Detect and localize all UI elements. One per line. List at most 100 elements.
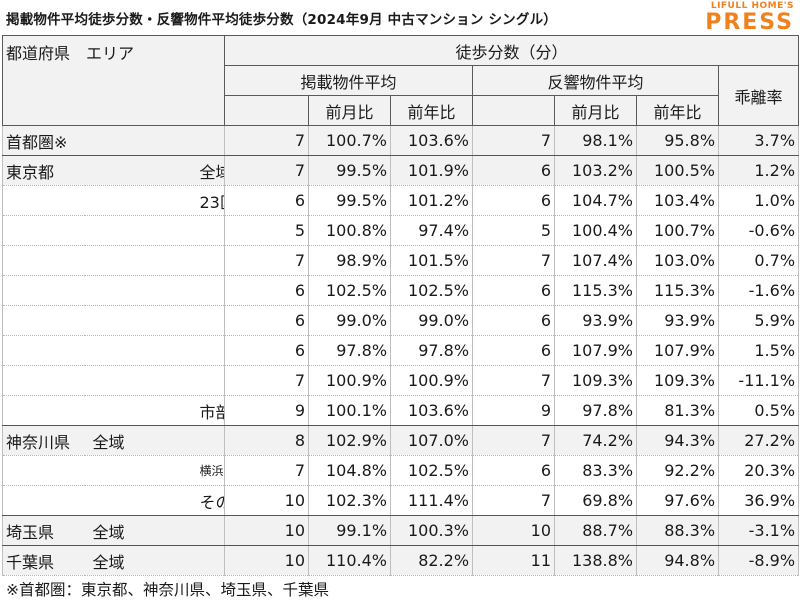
response-yoy-cell: 100.5% xyxy=(636,155,720,186)
response-yoy-cell: 103.4% xyxy=(636,185,720,216)
response-avg-cell: 7 xyxy=(472,425,556,456)
divergence-cell: -8.9% xyxy=(718,545,800,576)
area-cell: 横浜市・川崎市 xyxy=(84,455,226,486)
area-cell: 市部 xyxy=(84,395,226,426)
listed-avg-cell: 8 xyxy=(224,425,310,456)
response-avg-cell: 6 xyxy=(472,305,556,336)
listed-yoy-cell: 101.2% xyxy=(390,185,474,216)
area-cell: その他 xyxy=(84,485,226,516)
listed-mom-cell: 102.9% xyxy=(308,425,392,456)
table-row: 千葉県 全域 10 110.4% 82.2% 11 138.8% 94.8% -8.9% xyxy=(2,545,800,576)
listed-avg-cell: 9 xyxy=(224,395,310,426)
area-cell: 全域 xyxy=(84,425,226,456)
response-mom-cell: 98.1% xyxy=(554,125,638,156)
listed-average-header: 掲載物件平均 xyxy=(224,65,474,96)
divergence-cell: 1.2% xyxy=(718,155,800,186)
listed-avg-cell: 6 xyxy=(224,275,310,306)
response-yoy-cell: 115.3% xyxy=(636,275,720,306)
response-mom-cell: 107.9% xyxy=(554,335,638,366)
listed-yoy-cell: 103.6% xyxy=(390,395,474,426)
listed-mom-cell: 98.9% xyxy=(308,245,392,276)
response-yoy-cell: 103.0% xyxy=(636,245,720,276)
area-cell: 城東 xyxy=(84,275,226,306)
response-mom-cell: 109.3% xyxy=(554,365,638,396)
listed-yoy-cell: 97.8% xyxy=(390,335,474,366)
response-mom-cell: 97.8% xyxy=(554,395,638,426)
response-average-header: 反響物件平均 xyxy=(472,65,720,96)
table-row: 首都圏※ 7 100.7% 103.6% 7 98.1% 95.8% 3.7% xyxy=(2,125,800,156)
response-avg-cell: 10 xyxy=(472,515,556,546)
listed-yoy-cell: 101.5% xyxy=(390,245,474,276)
prefecture-cell xyxy=(2,185,85,216)
listed-mom-cell: 102.5% xyxy=(308,275,392,306)
divergence-cell: -0.6% xyxy=(718,215,800,246)
area-cell: 城北 xyxy=(84,365,226,396)
area-cell: 城南 xyxy=(84,335,226,366)
listed-yoy-cell: 82.2% xyxy=(390,545,474,576)
listed-avg-cell: 6 xyxy=(224,335,310,366)
response-avg-cell: 6 xyxy=(472,155,556,186)
prefecture-cell: 神奈川県 xyxy=(2,425,85,456)
response-avg-cell: 9 xyxy=(472,395,556,426)
response-yoy-cell: 100.7% xyxy=(636,215,720,246)
listed-mom-cell: 100.8% xyxy=(308,215,392,246)
listed-avg-cell: 7 xyxy=(224,455,310,486)
response-yoy-cell: 107.9% xyxy=(636,335,720,366)
response-mom-cell: 83.3% xyxy=(554,455,638,486)
table-body: 首都圏※7100.7%103.6%798.1%95.8%3.7%東京都全域799… xyxy=(2,125,800,576)
divergence-cell: 3.7% xyxy=(718,125,800,156)
listed-yoy-cell: 97.4% xyxy=(390,215,474,246)
listed-avg-cell: 7 xyxy=(224,365,310,396)
listed-avg-cell: 10 xyxy=(224,515,310,546)
listed-avg-cell: 10 xyxy=(224,545,310,576)
divergence-cell: 1.0% xyxy=(718,185,800,216)
divergence-cell: 36.9% xyxy=(718,485,800,516)
listed-yoy-cell: 102.5% xyxy=(390,275,474,306)
listed-mom-cell: 102.3% xyxy=(308,485,392,516)
listed-yoy-cell: 111.4% xyxy=(390,485,474,516)
listed-mom-cell: 100.9% xyxy=(308,365,392,396)
prefecture-cell: 埼玉県 xyxy=(2,515,85,546)
table-row: 埼玉県 全域 10 99.1% 100.3% 10 88.7% 88.3% -3.1% xyxy=(2,515,800,546)
response-yoy-cell: 88.3% xyxy=(636,515,720,546)
response-yoy-cell: 109.3% xyxy=(636,365,720,396)
response-mom-cell: 69.8% xyxy=(554,485,638,516)
response-mom-cell: 74.2% xyxy=(554,425,638,456)
region-header: 都道府県 エリア xyxy=(1,35,226,126)
response-avg-cell: 6 xyxy=(472,455,556,486)
response-yoy-cell: 92.2% xyxy=(636,455,720,486)
response-mom-cell: 107.4% xyxy=(554,245,638,276)
listed-avg-cell: 6 xyxy=(224,305,310,336)
listed-mom-header: 前月比 xyxy=(308,95,392,126)
table-row: その他10102.3%111.4%769.8%97.6%36.9% xyxy=(2,485,800,516)
listed-blank-header xyxy=(224,95,310,126)
response-avg-cell: 11 xyxy=(472,545,556,576)
response-avg-cell: 7 xyxy=(472,125,556,156)
prefecture-cell: 千葉県 xyxy=(2,545,85,576)
walk-minutes-group-header: 徒歩分数（分） xyxy=(224,35,800,66)
area-cell: 全域 xyxy=(84,545,226,576)
prefecture-cell: 東京都 xyxy=(2,155,85,186)
table-row: 城西699.0%99.0%693.9%93.9%5.9% xyxy=(2,305,800,336)
prefecture-cell xyxy=(2,305,85,336)
listed-yoy-cell: 100.3% xyxy=(390,515,474,546)
divergence-cell: 5.9% xyxy=(718,305,800,336)
table-row: 市部9100.1%103.6%997.8%81.3%0.5% xyxy=(2,395,800,426)
prefecture-cell: 首都圏※ xyxy=(2,125,85,156)
divergence-cell: 20.3% xyxy=(718,455,800,486)
response-yoy-cell: 81.3% xyxy=(636,395,720,426)
area-cell: 全域 xyxy=(84,515,226,546)
listed-avg-cell: 10 xyxy=(224,485,310,516)
response-mom-cell: 103.2% xyxy=(554,155,638,186)
table-title: 掲載物件平均徒歩分数・反響物件平均徒歩分数（2024年9月 中古マンション シン… xyxy=(6,12,557,28)
listed-yoy-header: 前年比 xyxy=(390,95,474,126)
divergence-cell: -3.1% xyxy=(718,515,800,546)
listed-mom-cell: 110.4% xyxy=(308,545,392,576)
listed-yoy-cell: 107.0% xyxy=(390,425,474,456)
response-avg-cell: 6 xyxy=(472,335,556,366)
area-cell: 城西 xyxy=(84,305,226,336)
listed-yoy-cell: 101.9% xyxy=(390,155,474,186)
response-mom-cell: 88.7% xyxy=(554,515,638,546)
